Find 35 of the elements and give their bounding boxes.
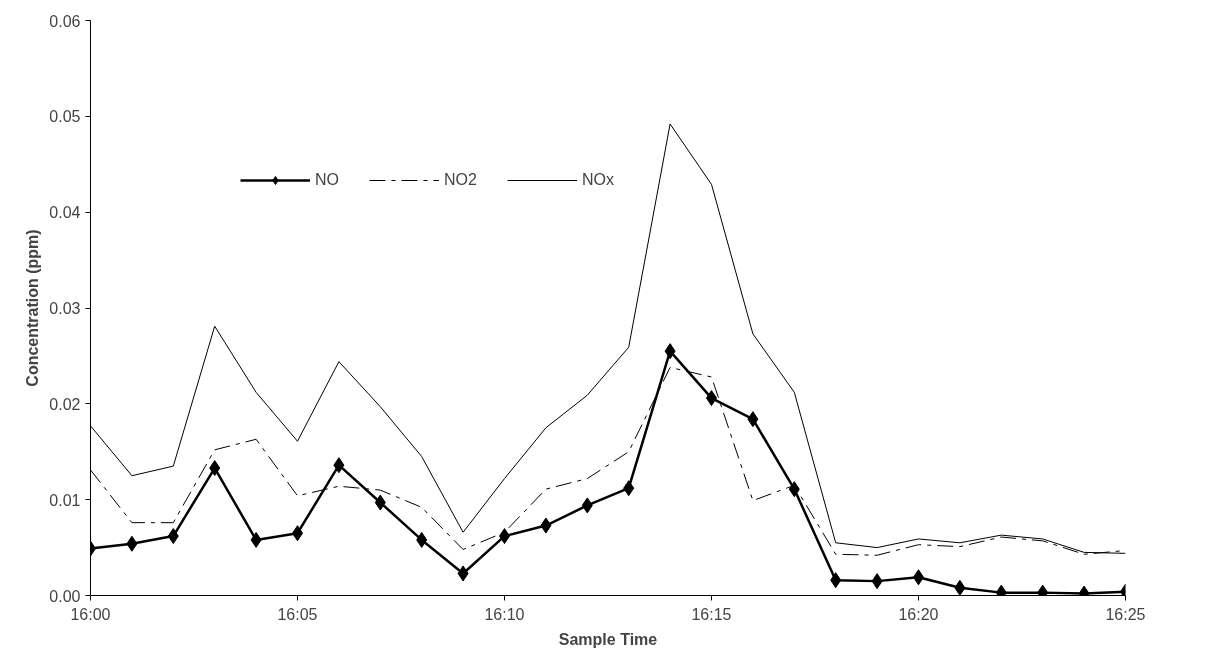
y-tick-label: 0.00 [49, 587, 81, 605]
x-tick-label: 16:05 [277, 605, 318, 623]
point [623, 480, 635, 497]
x-tick-label: 16:10 [484, 605, 525, 623]
point [374, 494, 386, 511]
x-axis-title: Sample Time [558, 630, 658, 648]
y-axis-title: Concentration (ppm) [24, 229, 42, 387]
y-tick-label: 0.03 [49, 300, 81, 317]
point [250, 531, 262, 548]
x-tick-label: 16:00 [70, 605, 111, 623]
point [581, 497, 593, 514]
legend-label: NOx [581, 171, 614, 189]
point [457, 565, 469, 582]
y-tick-label: 0.05 [49, 108, 81, 126]
point [830, 572, 842, 589]
y-tick-label: 0.01 [49, 491, 81, 509]
legend-label: NO2 [444, 171, 477, 189]
point [871, 573, 883, 590]
x-tick-label: 16:20 [898, 605, 939, 623]
y-tick-label: 0.02 [49, 395, 81, 413]
point [747, 411, 759, 428]
point [333, 457, 345, 474]
point [126, 535, 138, 552]
x-tick-label: 16:25 [1105, 605, 1146, 623]
x-tick-label: 16:15 [691, 605, 732, 623]
point [788, 481, 800, 498]
point [416, 531, 428, 548]
legend-label: NO [315, 171, 339, 189]
point [209, 460, 221, 477]
y-tick-label: 0.06 [49, 12, 81, 30]
y-tick-label: 0.04 [49, 204, 81, 222]
point [540, 517, 552, 534]
point [167, 528, 179, 545]
point [664, 343, 676, 360]
point [954, 579, 966, 596]
